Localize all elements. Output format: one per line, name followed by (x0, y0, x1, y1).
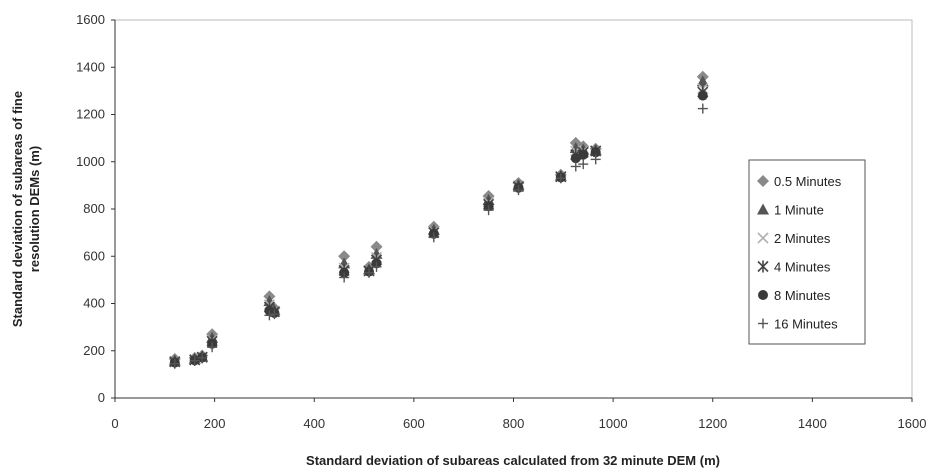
legend-label: 16 Minutes (774, 317, 838, 332)
data-point (483, 205, 494, 216)
x-tick-label: 0 (111, 416, 118, 431)
x-axis-ticks: 0 200 400 600 800 1000 1200 1400 1600 (111, 398, 926, 431)
legend-marker (757, 175, 769, 187)
data-point (590, 147, 601, 158)
x-tick-label: 1000 (599, 416, 628, 431)
data-point (428, 232, 439, 243)
y-tick-label: 1000 (76, 154, 105, 169)
x-tick-label: 1200 (698, 416, 727, 431)
legend-marker (757, 203, 769, 215)
legend: 0.5 Minutes 1 Minute 2 Minutes 4 Minutes 8 M… (748, 159, 866, 345)
y-axis-title-line-2: resolution DEMs (m) (27, 146, 42, 272)
data-point (578, 159, 589, 170)
x-tick-label: 1400 (798, 416, 827, 431)
data-point (697, 103, 708, 114)
y-tick-label: 1400 (76, 59, 105, 74)
series-plus (169, 103, 708, 369)
data-point (269, 309, 280, 320)
series-diamond (168, 70, 709, 366)
data-point (513, 185, 524, 196)
series-circle (169, 90, 708, 368)
data-point (570, 161, 581, 172)
legend-marker (757, 232, 769, 244)
legend-marker (758, 290, 768, 300)
y-axis-title-line-1: Standard deviation of subareas of fine (10, 91, 25, 327)
y-axis-ticks: 0 200 400 600 800 1000 1200 1400 1600 (76, 12, 115, 405)
x-tick-label: 800 (503, 416, 525, 431)
data-point (364, 267, 375, 278)
data-point (370, 240, 383, 253)
data-point (264, 310, 275, 321)
y-tick-label: 800 (83, 201, 105, 216)
x-tick-label: 200 (204, 416, 226, 431)
series-x (169, 82, 709, 367)
data-point (697, 90, 708, 101)
data-point (339, 272, 350, 283)
y-tick-label: 200 (83, 343, 105, 358)
legend-label: 2 Minutes (774, 231, 831, 246)
data-point (570, 153, 581, 164)
data-point (169, 358, 180, 369)
data-point (189, 355, 200, 366)
data-point (696, 75, 709, 87)
legend-label: 0.5 Minutes (774, 174, 842, 189)
data-point (569, 142, 582, 154)
legend-label: 1 Minute (774, 203, 824, 218)
x-axis-title: Standard deviation of subareas calculate… (306, 453, 720, 468)
data-point (338, 250, 351, 263)
legend-marker (757, 260, 769, 273)
legend-box (748, 159, 866, 345)
data-point (207, 342, 218, 353)
data-point (590, 154, 601, 165)
series-triangle (168, 75, 709, 366)
y-tick-label: 0 (98, 390, 105, 405)
y-tick-label: 400 (83, 296, 105, 311)
legend-marker (758, 318, 768, 329)
y-tick-label: 1200 (76, 107, 105, 122)
data-point (371, 261, 382, 272)
legend-label: 4 Minutes (774, 260, 831, 275)
y-tick-label: 600 (83, 248, 105, 263)
y-axis-title: Standard deviation of subareas of fine r… (10, 91, 42, 327)
legend-label: 8 Minutes (774, 288, 831, 303)
data-point (578, 149, 589, 160)
data-point (197, 352, 208, 363)
x-tick-label: 600 (403, 416, 425, 431)
x-tick-label: 1600 (898, 416, 927, 431)
data-point (555, 173, 566, 184)
y-tick-label: 1600 (76, 12, 105, 27)
x-tick-label: 400 (303, 416, 325, 431)
data-points (168, 70, 709, 369)
